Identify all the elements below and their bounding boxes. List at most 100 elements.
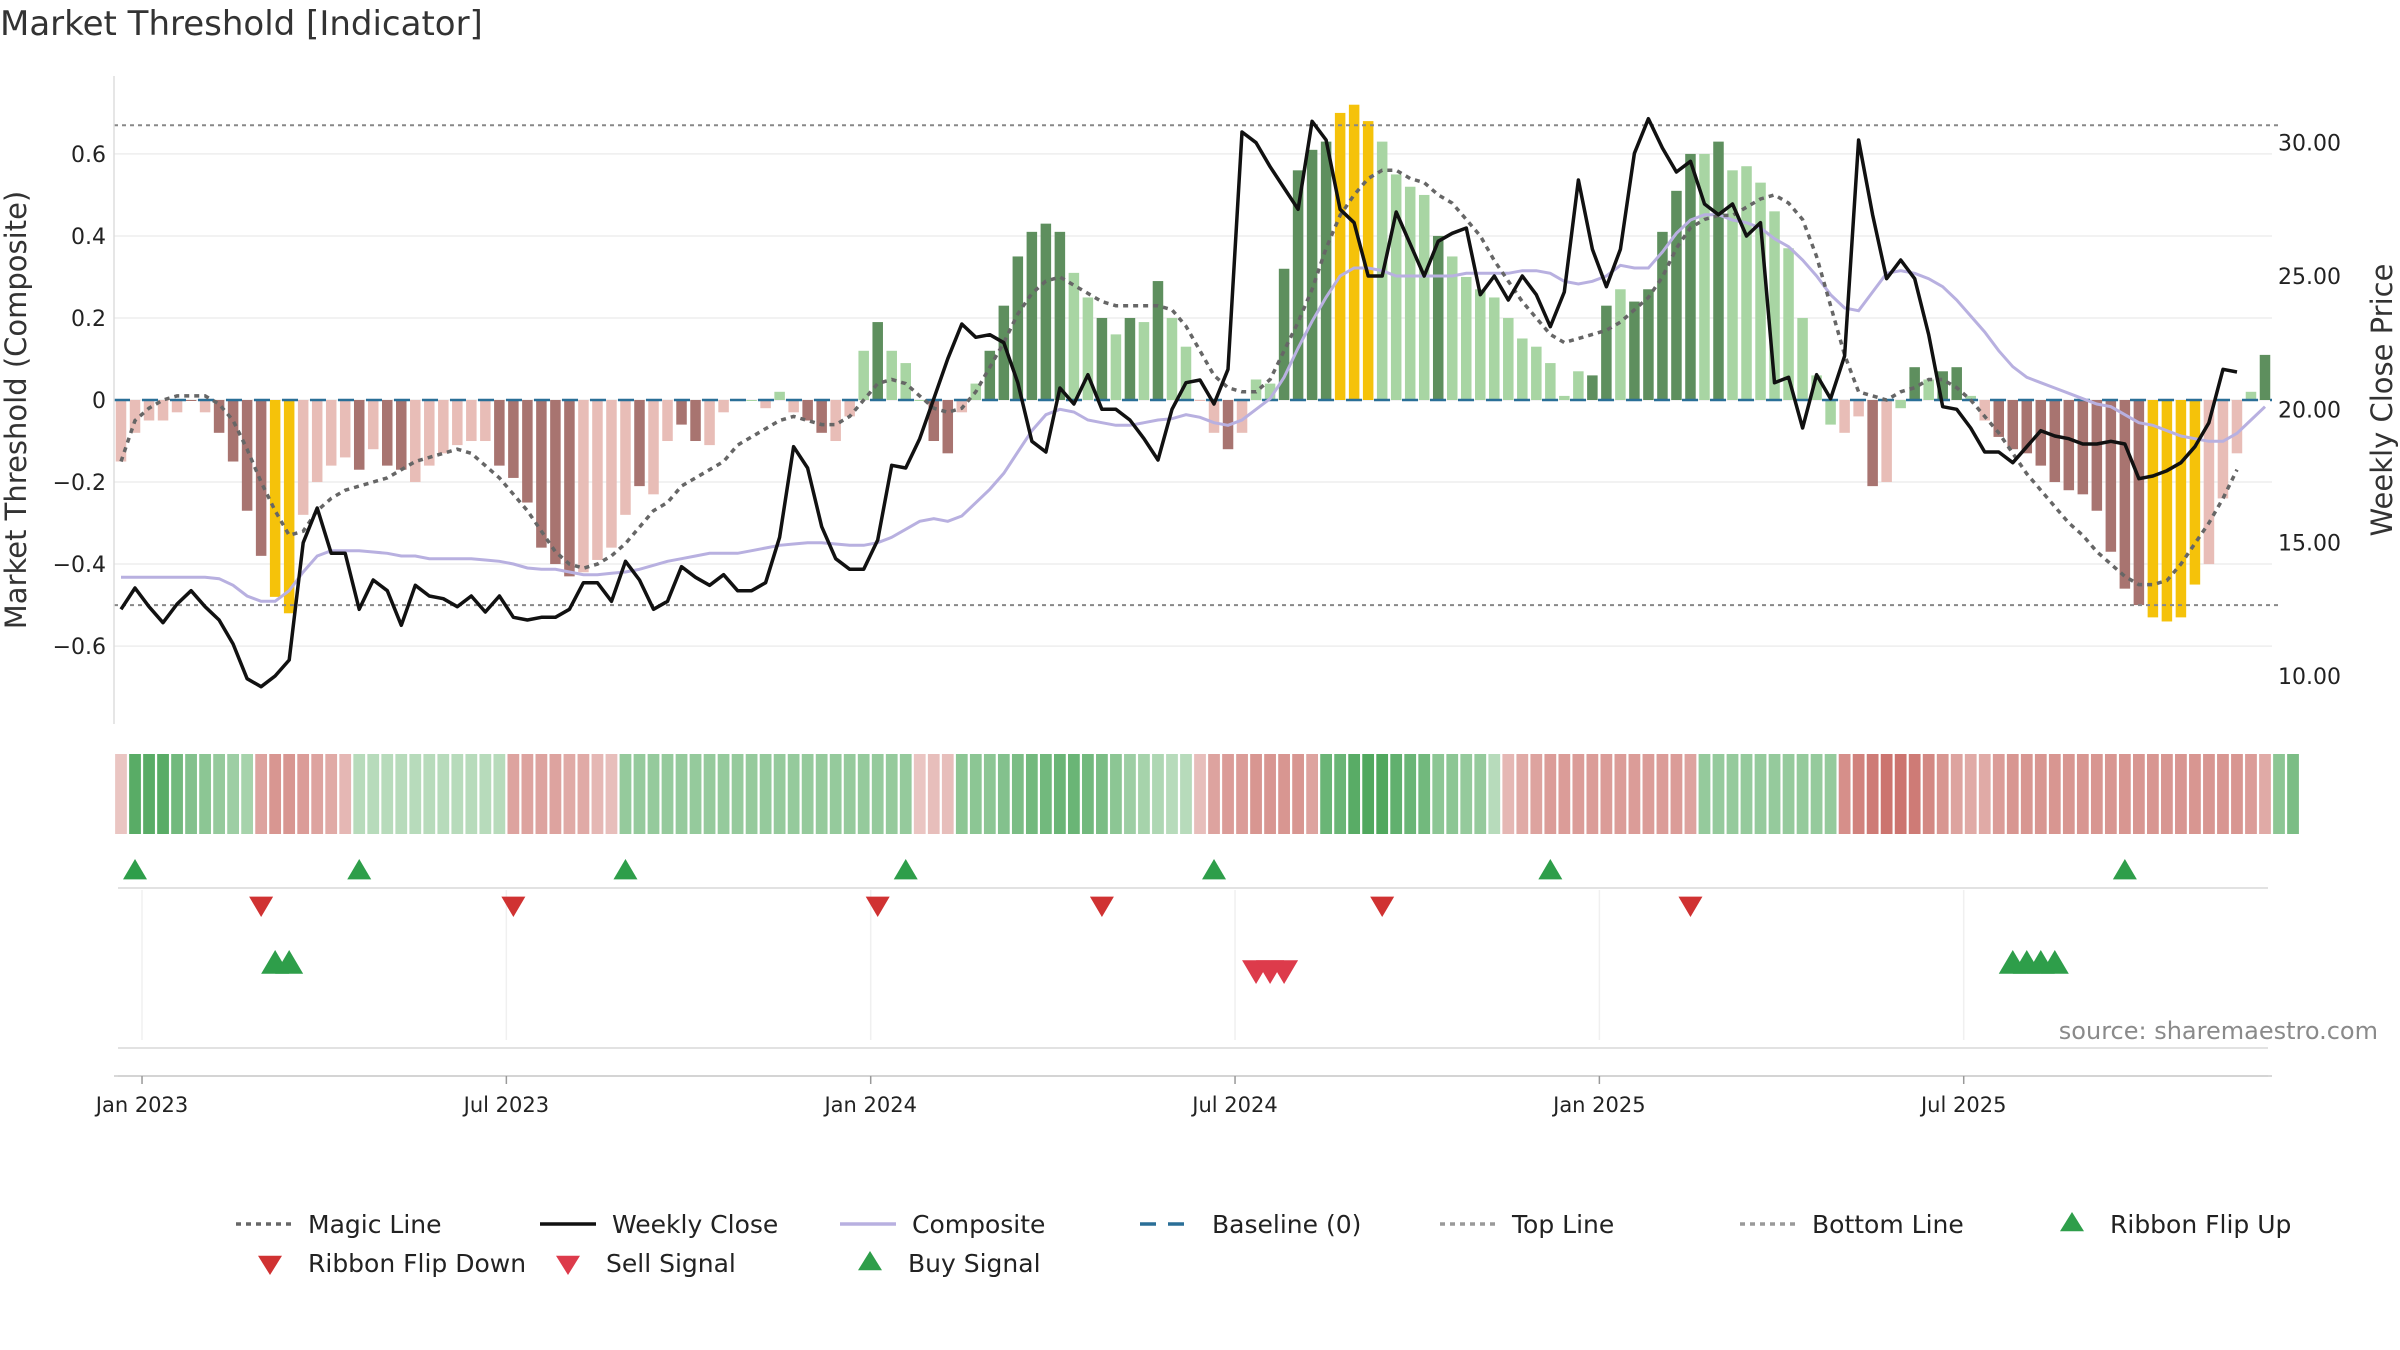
legend-item: Magic Line bbox=[236, 1210, 442, 1239]
right-tick-label: 20.00 bbox=[2278, 398, 2341, 423]
ribbon-cell bbox=[1964, 754, 1977, 834]
composite-bar bbox=[129, 400, 141, 433]
ribbon-cell bbox=[2217, 754, 2229, 834]
date-tick-label: Jan 2023 bbox=[94, 1093, 189, 1117]
composite-bar bbox=[1012, 256, 1024, 400]
composite-bar bbox=[942, 400, 954, 454]
composite-bar bbox=[2175, 400, 2187, 618]
legend-item: Weekly Close bbox=[540, 1210, 778, 1239]
composite-bar bbox=[830, 400, 841, 442]
ribbon-cell bbox=[1838, 754, 1851, 834]
ribbon-cell bbox=[703, 754, 716, 834]
ribbon-cell bbox=[353, 754, 366, 834]
ribbon-cell bbox=[1642, 754, 1655, 834]
composite-bar bbox=[2245, 391, 2257, 400]
left-tick-label: −0.6 bbox=[53, 635, 106, 660]
composite-bar bbox=[1040, 223, 1052, 400]
composite-bar bbox=[774, 391, 785, 400]
ribbon-cell bbox=[1670, 754, 1683, 834]
date-axis: Jan 2023 Jul 2023 Jan 2024 Jul 2024 Jan 2025… bbox=[94, 1075, 2272, 1117]
ribbon-cell bbox=[1908, 754, 1921, 834]
composite-bar bbox=[452, 400, 463, 446]
composite-bar bbox=[1460, 276, 1472, 400]
sell-signal-marker bbox=[1270, 960, 1299, 984]
composite-bar bbox=[1559, 395, 1570, 400]
composite-bar bbox=[2259, 354, 2271, 400]
composite-bar bbox=[1236, 400, 1248, 433]
composite-bar bbox=[115, 400, 127, 462]
ribbon-cell bbox=[1011, 754, 1024, 834]
ribbon-cell bbox=[2090, 754, 2103, 834]
ribbon-cell bbox=[577, 754, 590, 834]
ribbon-flip-up-marker bbox=[2112, 859, 2137, 880]
ribbon-cell bbox=[1698, 754, 1711, 834]
legend-item: Sell Signal bbox=[556, 1249, 736, 1278]
composite-bar bbox=[578, 400, 589, 573]
ribbon-cell bbox=[661, 754, 674, 834]
composite-bar bbox=[325, 400, 337, 466]
composite-bar bbox=[1825, 400, 1836, 425]
ribbon-cell bbox=[1180, 754, 1192, 834]
ribbon-cell bbox=[1516, 754, 1529, 834]
composite-bar bbox=[1489, 297, 1500, 400]
composite-bar bbox=[1320, 141, 1332, 401]
composite-bar bbox=[2161, 400, 2173, 622]
legend-label: Magic Line bbox=[308, 1210, 442, 1239]
ribbon-cell bbox=[1264, 754, 1276, 834]
composite-bar bbox=[1068, 272, 1080, 400]
legend-swatch bbox=[258, 1255, 282, 1275]
composite-bar bbox=[1727, 170, 1738, 400]
ribbon-cell bbox=[745, 754, 758, 834]
composite-bar bbox=[1292, 170, 1304, 400]
composite-bar bbox=[508, 400, 519, 478]
composite-bar bbox=[1446, 256, 1458, 400]
ribbon-cell bbox=[2048, 754, 2061, 834]
composite-bar bbox=[438, 400, 449, 454]
ribbon-cell bbox=[1558, 754, 1571, 834]
ribbon-cell bbox=[1978, 754, 1991, 834]
ribbon-cell bbox=[1124, 754, 1136, 834]
legend-label: Sell Signal bbox=[606, 1249, 736, 1278]
ribbon-cell bbox=[129, 754, 141, 834]
ribbon-flip-down-marker bbox=[1678, 896, 1703, 917]
ribbon-cell bbox=[1432, 754, 1445, 834]
ribbon-cell bbox=[563, 754, 576, 834]
ribbon-cell bbox=[367, 754, 380, 834]
ribbon-flip-down-marker bbox=[865, 896, 890, 917]
right-tick-label: 10.00 bbox=[2278, 665, 2341, 690]
right-tick-label: 15.00 bbox=[2278, 532, 2341, 557]
composite-bar bbox=[1797, 317, 1808, 400]
ribbon-cell bbox=[997, 754, 1010, 834]
legend-label: Weekly Close bbox=[612, 1210, 778, 1239]
composite-bar bbox=[1404, 186, 1416, 400]
composite-bar bbox=[1503, 317, 1514, 400]
ribbon-cell bbox=[1530, 754, 1543, 834]
composite-bar bbox=[1334, 112, 1346, 401]
ribbon-cell bbox=[535, 754, 548, 834]
ribbon-cell bbox=[549, 754, 562, 834]
ribbon-cell bbox=[843, 754, 856, 834]
composite-bar bbox=[1601, 305, 1612, 400]
legend-label: Top Line bbox=[1511, 1210, 1614, 1239]
ribbon-cell bbox=[1572, 754, 1585, 834]
composite-bar bbox=[1531, 346, 1542, 400]
ribbon-cell bbox=[2189, 754, 2201, 834]
composite-bar bbox=[1783, 248, 1794, 400]
ribbon-cell bbox=[2175, 754, 2187, 834]
ribbon-flip-up-marker bbox=[347, 859, 372, 880]
ribbon-cell bbox=[1950, 754, 1963, 834]
ribbon-cell bbox=[199, 754, 211, 834]
legend-swatch bbox=[858, 1251, 882, 1271]
composite-bar bbox=[311, 400, 323, 483]
ribbon-cell bbox=[2006, 754, 2019, 834]
composite-bar bbox=[1264, 383, 1276, 400]
magic-line bbox=[119, 168, 2239, 587]
legend-label: Ribbon Flip Up bbox=[2110, 1210, 2291, 1239]
ribbon-cell bbox=[647, 754, 660, 834]
ribbon-cell bbox=[2161, 754, 2173, 834]
ribbon-cell bbox=[1222, 754, 1234, 834]
ribbon-cell bbox=[2020, 754, 2033, 834]
composite-bar bbox=[241, 400, 253, 511]
composite-bar bbox=[1545, 363, 1556, 400]
ribbon-cell bbox=[465, 754, 478, 834]
